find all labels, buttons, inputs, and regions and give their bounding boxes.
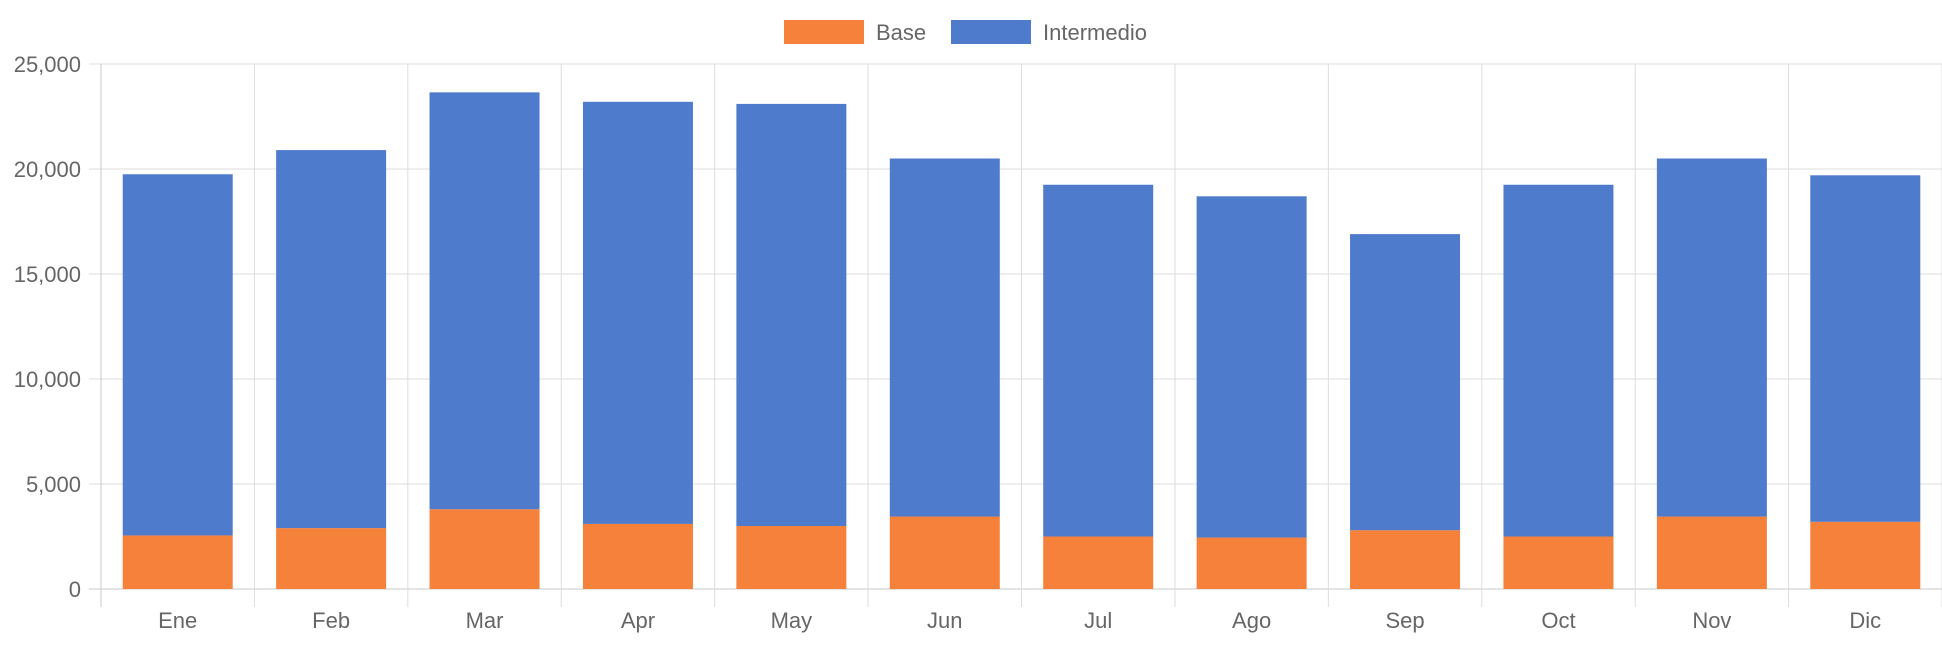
y-tick-label: 20,000: [14, 157, 81, 182]
bar-base-mar[interactable]: [429, 509, 540, 589]
x-tick-label: Mar: [466, 608, 504, 633]
legend-label: Base: [876, 20, 926, 45]
legend-swatch: [951, 20, 1031, 44]
bar-intermedio-feb[interactable]: [276, 150, 387, 529]
bar-intermedio-oct[interactable]: [1503, 184, 1614, 537]
bar-base-apr[interactable]: [582, 523, 693, 589]
bar-intermedio-mar[interactable]: [429, 92, 540, 510]
bar-base-oct[interactable]: [1503, 536, 1614, 590]
x-tick-label: Feb: [312, 608, 350, 633]
bar-intermedio-ago[interactable]: [1196, 196, 1307, 538]
bars: [122, 92, 1921, 590]
bar-intermedio-ene[interactable]: [122, 174, 233, 536]
bar-base-ene[interactable]: [122, 535, 233, 589]
bar-intermedio-jun[interactable]: [889, 158, 1000, 517]
bar-base-feb[interactable]: [276, 528, 387, 589]
legend-item-base[interactable]: Base: [784, 20, 926, 45]
bar-intermedio-jul[interactable]: [1043, 184, 1154, 537]
bar-base-nov[interactable]: [1656, 516, 1767, 589]
x-tick-label: Sep: [1385, 608, 1424, 633]
bar-intermedio-dic[interactable]: [1810, 175, 1921, 522]
x-tick-label: Dic: [1849, 608, 1881, 633]
y-tick-label: 25,000: [14, 52, 81, 77]
bar-intermedio-nov[interactable]: [1656, 158, 1767, 517]
bar-base-jul[interactable]: [1043, 536, 1154, 590]
bar-intermedio-may[interactable]: [736, 103, 847, 527]
grid-lines: [89, 63, 1942, 607]
y-tick-label: 15,000: [14, 262, 81, 287]
x-tick-label: Ago: [1232, 608, 1271, 633]
x-tick-label: May: [771, 608, 813, 633]
legend-item-intermedio[interactable]: Intermedio: [951, 20, 1147, 45]
x-tick-label: Oct: [1541, 608, 1575, 633]
y-tick-label: 10,000: [14, 367, 81, 392]
x-tick-label: Apr: [621, 608, 655, 633]
x-tick-label: Jun: [927, 608, 962, 633]
bar-intermedio-apr[interactable]: [582, 101, 693, 524]
x-tick-label: Jul: [1084, 608, 1112, 633]
bar-base-dic[interactable]: [1810, 521, 1921, 589]
bar-base-sep[interactable]: [1350, 530, 1461, 589]
legend-swatch: [784, 20, 864, 44]
y-tick-label: 5,000: [26, 472, 81, 497]
bar-base-ago[interactable]: [1196, 537, 1307, 589]
bar-intermedio-sep[interactable]: [1350, 234, 1461, 531]
bar-base-may[interactable]: [736, 526, 847, 589]
y-tick-label: 0: [69, 577, 81, 602]
legend-label: Intermedio: [1043, 20, 1147, 45]
x-tick-label: Ene: [158, 608, 197, 633]
axes: 0 5,000 10,000 15,000 20,000 25,000 Ene Feb Mar A…: [14, 52, 1881, 633]
x-tick-label: Nov: [1692, 608, 1731, 633]
legend[interactable]: Base Intermedio: [784, 20, 1147, 45]
bar-base-jun[interactable]: [889, 516, 1000, 589]
